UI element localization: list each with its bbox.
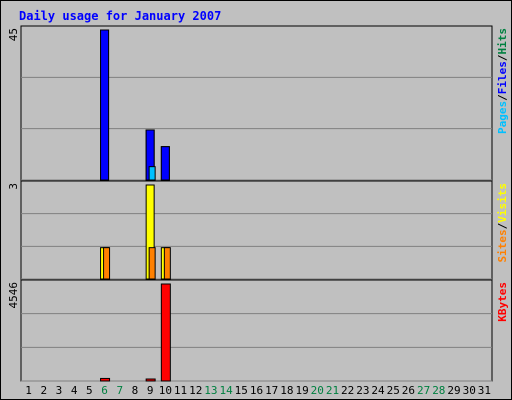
x-tick-label: 1 [25,384,32,397]
x-tick-label: 30 [463,384,476,397]
x-tick-label: 26 [402,384,415,397]
x-tick-label: 6 [101,384,108,397]
legend-separator: / [496,94,509,101]
x-tick-label: 17 [265,384,278,397]
legend-item: Hits [496,28,509,55]
bar-kbytes-day-10 [160,283,171,382]
x-tick-label: 24 [371,384,385,397]
y-max-label: 3 [7,183,20,190]
x-tick-label: 12 [189,384,202,397]
bar-kbytes-day-9 [145,378,156,382]
legend-separator: / [496,222,509,229]
x-tick-label: 2 [40,384,47,397]
x-tick-label: 4 [71,384,78,397]
bar-sites-day-6 [103,247,111,280]
legend-visits-sites: Sites/Visits [496,183,509,263]
x-tick-label: 5 [86,384,93,397]
x-tick-label: 19 [295,384,308,397]
x-tick-label: 25 [387,384,400,397]
x-tick-label: 15 [235,384,248,397]
panel-visits-sites [20,180,493,280]
bar-files-day-10 [160,146,170,181]
panel-hits-files-pages [20,25,493,181]
bar-sites-day-9 [148,247,156,280]
x-tick-label: 13 [204,384,217,397]
x-tick-label: 28 [432,384,445,397]
legend-item: Pages [496,101,509,134]
x-tick-label: 23 [356,384,369,397]
legend-item: Files [496,61,509,94]
x-tick-label: 11 [174,384,187,397]
legend-kbytes: KBytes [496,282,509,322]
x-tick-label: 31 [478,384,491,397]
legend-hits-files-pages: Pages/Files/Hits [496,28,509,134]
x-tick-label: 27 [417,384,430,397]
chart-title: Daily usage for January 2007 [19,9,221,23]
x-tick-label: 9 [147,384,154,397]
panel-kbytes [20,279,493,382]
x-tick-label: 18 [280,384,293,397]
x-tick-label: 20 [311,384,324,397]
x-tick-label: 14 [219,384,233,397]
bar-files-day-6 [100,29,110,181]
y-max-label: 45 [7,28,20,41]
x-tick-label: 7 [116,384,123,397]
x-tick-label: 21 [326,384,339,397]
bar-kbytes-day-6 [100,377,111,382]
x-tick-label: 10 [159,384,172,397]
legend-item: Visits [496,183,509,223]
bar-pages-day-9 [148,166,156,181]
bar-sites-day-10 [163,247,171,280]
legend-item: KBytes [496,282,509,322]
legend-separator: / [496,54,509,61]
x-tick-label: 16 [250,384,263,397]
x-tick-label: 22 [341,384,354,397]
x-tick-label: 3 [56,384,63,397]
x-tick-label: 8 [132,384,139,397]
legend-item: Sites [496,229,509,262]
x-tick-label: 29 [447,384,460,397]
y-max-label: 4546 [7,282,20,309]
